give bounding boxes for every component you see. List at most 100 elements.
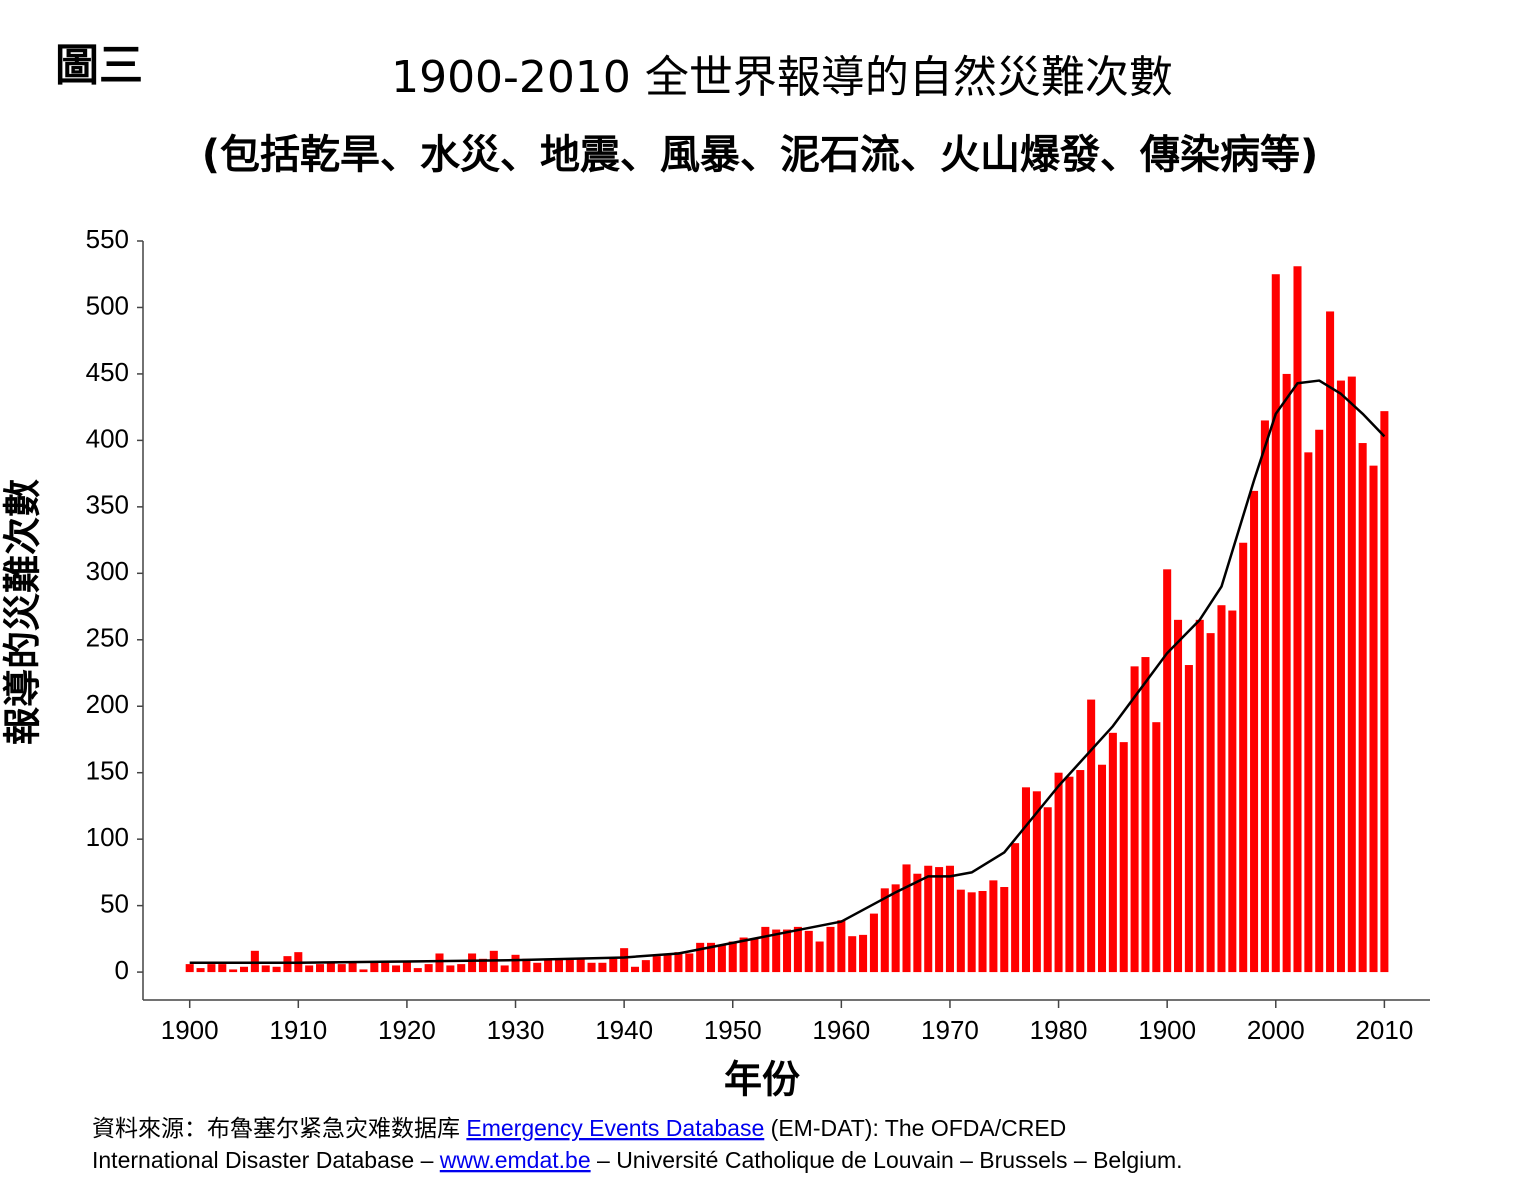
y-tick-label: 100 bbox=[86, 822, 129, 852]
bar bbox=[1315, 429, 1324, 973]
bar bbox=[1163, 569, 1172, 973]
bar bbox=[630, 966, 640, 973]
bar bbox=[261, 965, 270, 973]
y-tick-label: 450 bbox=[86, 357, 129, 387]
bar bbox=[1174, 619, 1183, 973]
bar bbox=[511, 954, 520, 973]
trend-line bbox=[189, 379, 1386, 965]
bar bbox=[1000, 887, 1009, 973]
bar bbox=[1260, 420, 1269, 973]
bar bbox=[1336, 380, 1345, 973]
bar bbox=[1326, 311, 1335, 973]
source-text: (EM-DAT): The OFDA/CRED bbox=[764, 1115, 1066, 1141]
bar bbox=[413, 968, 422, 973]
bar bbox=[229, 969, 238, 973]
bar bbox=[576, 958, 585, 973]
bar bbox=[554, 958, 563, 973]
bar bbox=[544, 958, 553, 973]
y-tick-label: 550 bbox=[86, 224, 129, 254]
source-line: 資料來源：布魯塞尔紧急灾难数据库 Emergency Events Databa… bbox=[92, 1115, 1066, 1141]
source-link[interactable]: Emergency Events Database bbox=[466, 1115, 764, 1141]
bar bbox=[924, 865, 933, 973]
bar bbox=[1076, 770, 1085, 973]
y-tick-label: 500 bbox=[86, 290, 129, 320]
bar bbox=[761, 926, 770, 973]
bar bbox=[207, 964, 216, 973]
bar bbox=[381, 962, 390, 973]
source-text: International Disaster Database – bbox=[92, 1147, 440, 1173]
bar bbox=[348, 962, 357, 973]
bar bbox=[565, 958, 574, 973]
x-tick-label: 1910 bbox=[269, 1015, 327, 1045]
bar bbox=[435, 953, 444, 973]
source-text: 資料來源：布魯塞尔紧急灾难数据库 bbox=[92, 1115, 466, 1141]
x-tick-label: 1940 bbox=[595, 1015, 653, 1045]
y-axis-label: 報導的災難次數 bbox=[1, 479, 45, 745]
y-tick-label: 400 bbox=[86, 423, 129, 453]
bar bbox=[663, 954, 672, 973]
bar bbox=[196, 968, 205, 973]
bar bbox=[1195, 619, 1204, 973]
bar bbox=[587, 962, 596, 973]
bar bbox=[1097, 764, 1107, 973]
bar bbox=[185, 964, 194, 973]
bar bbox=[620, 948, 629, 973]
source-link[interactable]: www.emdat.be bbox=[439, 1147, 591, 1173]
bar bbox=[1228, 610, 1237, 973]
bar bbox=[739, 937, 748, 973]
x-tick-label: 1900 bbox=[1138, 1015, 1196, 1045]
bar bbox=[468, 953, 477, 973]
bar bbox=[848, 936, 857, 973]
bar bbox=[1239, 542, 1248, 973]
x-tick-label: 1920 bbox=[378, 1015, 436, 1045]
bar bbox=[609, 958, 618, 973]
bar bbox=[522, 958, 531, 973]
bar bbox=[359, 969, 368, 973]
source-text: – Université Catholique de Louvain – Bru… bbox=[591, 1147, 1183, 1173]
bar bbox=[706, 942, 716, 973]
x-tick-label: 1950 bbox=[704, 1015, 762, 1045]
bar bbox=[859, 934, 868, 973]
x-tick-label: 1930 bbox=[487, 1015, 545, 1045]
bar bbox=[1271, 274, 1280, 973]
bar bbox=[967, 892, 976, 973]
bar bbox=[218, 964, 227, 973]
chart-subtitle: (包括乾旱、水災、地震、風暴、泥石流、火山爆發、傳染病等) bbox=[202, 132, 1319, 178]
chart-title: 1900-2010 全世界報導的自然災難次數 bbox=[391, 52, 1173, 103]
bar bbox=[457, 964, 466, 973]
bar bbox=[696, 942, 705, 973]
x-tick-label: 1980 bbox=[1030, 1015, 1088, 1045]
bar bbox=[272, 966, 281, 973]
bar bbox=[316, 964, 325, 973]
bar bbox=[837, 920, 846, 973]
bar bbox=[793, 926, 802, 973]
bar bbox=[370, 961, 379, 973]
bar bbox=[1206, 633, 1215, 973]
bar bbox=[305, 965, 314, 973]
bar bbox=[1065, 776, 1074, 973]
bar bbox=[945, 865, 954, 973]
y-tick-label: 200 bbox=[86, 689, 129, 719]
bar bbox=[1282, 373, 1291, 973]
bar bbox=[804, 930, 813, 973]
bar bbox=[424, 964, 433, 973]
bar bbox=[674, 952, 683, 973]
bar bbox=[869, 913, 878, 973]
bar bbox=[652, 956, 661, 973]
bar bbox=[1032, 791, 1041, 973]
bar bbox=[989, 880, 998, 973]
x-axis-label: 年份 bbox=[724, 1058, 800, 1102]
bar bbox=[1087, 699, 1096, 973]
bar bbox=[750, 938, 759, 973]
bar bbox=[783, 929, 792, 973]
bar bbox=[283, 956, 292, 973]
source-line: International Disaster Database – www.em… bbox=[92, 1147, 1183, 1173]
bar bbox=[1347, 376, 1356, 973]
bar bbox=[1250, 490, 1259, 973]
x-tick-label: 2010 bbox=[1355, 1015, 1413, 1045]
bar bbox=[239, 966, 249, 973]
bar bbox=[1043, 807, 1052, 973]
bar bbox=[402, 961, 411, 973]
bar bbox=[478, 958, 487, 973]
bar bbox=[500, 965, 509, 973]
